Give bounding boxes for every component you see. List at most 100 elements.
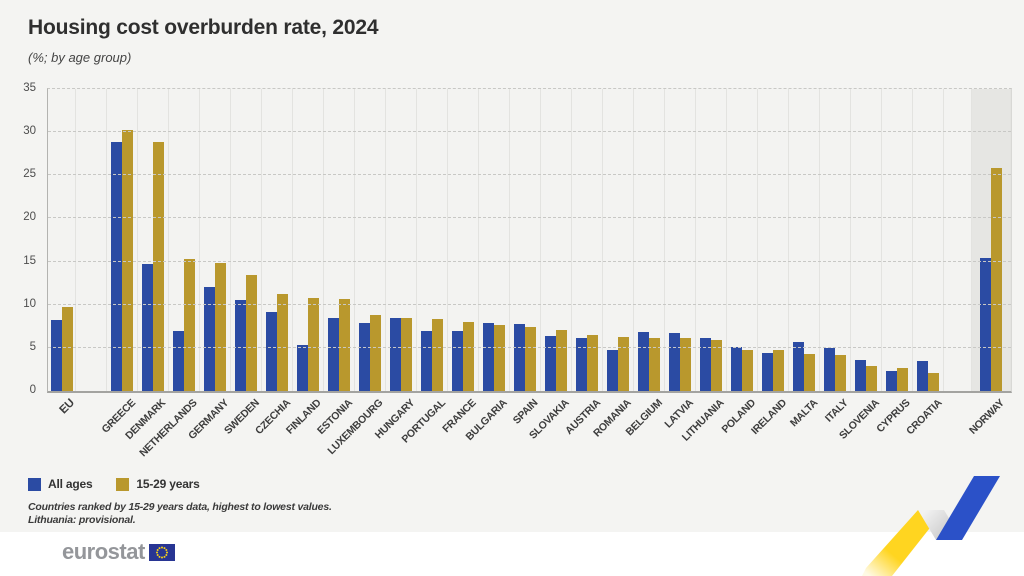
bar-pair-poland (731, 89, 754, 391)
bar-youth-poland (742, 349, 754, 391)
bar-all-ages-latvia (669, 333, 681, 391)
legend-label-all-ages: All ages (48, 477, 93, 491)
bar-pair-portugal (421, 89, 444, 391)
bar-pair-czechia (266, 89, 289, 391)
eurostat-logo: eurostat (62, 539, 175, 565)
bar-youth-eu (61, 307, 73, 391)
chart-subtitle: (%; by age group) (28, 50, 132, 65)
bar-pair-hungary (390, 89, 413, 391)
country-slot-finland: FINLAND (284, 89, 325, 437)
bar-all-ages-portugal (421, 331, 433, 391)
bar-pair-slovenia (855, 89, 878, 391)
bar-pair-luxembourg (359, 89, 382, 391)
chart-title: Housing cost overburden rate, 2024 (28, 16, 379, 39)
bar-all-ages-germany (204, 287, 216, 391)
country-slot-spain: SPAIN (510, 89, 542, 427)
footnote-provisional: Lithuania: provisional. (28, 514, 136, 526)
ribbon-blue-band (936, 476, 1000, 540)
legend-swatch-youth (116, 477, 130, 491)
country-slot-estonia: ESTONIA (315, 89, 356, 437)
bar-all-ages-belgium (638, 332, 650, 391)
bar-all-ages-poland (731, 347, 743, 391)
bar-pair-norway (980, 89, 1003, 391)
legend: All ages 15-29 years (28, 477, 200, 491)
bar-pair-bulgaria (483, 89, 506, 391)
y-tick-label: 0 (29, 384, 36, 396)
bar-all-ages-hungary (390, 317, 402, 391)
country-slot-germany: GERMANY (186, 89, 232, 442)
x-tick-label-norway: NORWAY (966, 397, 1007, 437)
legend-item-all-ages: All ages (28, 477, 93, 491)
bar-youth-romania (618, 336, 630, 391)
bar-pair-spain (514, 89, 537, 391)
bar-all-ages-ireland (762, 353, 774, 391)
bar-all-ages-croatia (917, 360, 929, 391)
bar-all-ages-slovenia (855, 359, 867, 391)
bar-youth-lithuania (711, 340, 723, 391)
y-tick-label: 15 (23, 254, 36, 267)
country-slot-italy: ITALY (820, 89, 852, 425)
bar-all-ages-bulgaria (483, 322, 495, 391)
bar-youth-sweden (246, 274, 258, 391)
country-slot-greece: GREECE (99, 89, 139, 436)
country-slot-portugal: PORTUGAL (399, 89, 449, 445)
bar-all-ages-france (452, 330, 464, 391)
country-slot-slovenia: SLOVENIA (837, 89, 883, 442)
bar-youth-ireland (773, 350, 785, 391)
y-tick-label: 35 (23, 82, 36, 94)
eurostat-logo-text: eurostat (62, 539, 145, 564)
x-tick-label-malta: MALTA (787, 397, 820, 430)
bar-pair-greece (111, 89, 134, 391)
bar-pair-malta (793, 89, 816, 391)
bar-youth-greece (122, 130, 134, 391)
bar-pair-latvia (669, 89, 692, 391)
bar-all-ages-sweden (235, 299, 247, 391)
bar-pair-sweden (235, 89, 258, 391)
country-slot-lithuania: LITHUANIA (680, 89, 728, 444)
bar-youth-czechia (277, 293, 289, 391)
country-slot-poland: POLAND (719, 89, 759, 436)
bar-all-ages-eu (50, 320, 62, 391)
bar-youth-hungary (401, 317, 413, 391)
bar-youth-belgium (649, 337, 661, 391)
bar-pair-romania (607, 89, 630, 391)
bar-pair-netherlands (173, 89, 196, 391)
y-tick-label: 30 (23, 125, 36, 138)
x-tick-label-italy: ITALY (823, 397, 851, 425)
bar-pair-italy (824, 89, 847, 391)
bar-all-ages-finland (297, 345, 309, 391)
y-tick-label: 20 (23, 211, 36, 224)
bar-all-ages-greece (111, 141, 123, 391)
country-slot-malta: MALTA (788, 89, 821, 429)
country-slot-norway: NORWAY (967, 89, 1011, 437)
spacer-slot (944, 89, 973, 391)
country-slot-cyprus: CYPRUS (875, 89, 914, 435)
bar-pair-germany (204, 89, 227, 391)
country-slot-sweden: SWEDEN (222, 89, 263, 437)
country-slot-eu: EU (48, 89, 77, 416)
country-slot-bulgaria: BULGARIA (464, 89, 511, 443)
bar-pair-croatia (917, 89, 940, 391)
legend-item-youth: 15-29 years (116, 477, 200, 491)
bar-all-ages-estonia (328, 317, 340, 391)
bar-pair-belgium (638, 89, 661, 391)
bar-youth-cyprus (897, 367, 909, 391)
bar-pair-austria (576, 89, 599, 391)
bar-youth-spain (525, 327, 537, 391)
bar-pair-eu (50, 89, 73, 391)
country-slot-ireland: IRELAND (749, 89, 790, 437)
country-slot-luxembourg: LUXEMBOURG (326, 89, 387, 457)
ribbon-yellow-band (862, 510, 944, 576)
bar-pair-lithuania (700, 89, 723, 391)
bar-youth-bulgaria (494, 324, 506, 391)
spacer-slot (76, 89, 108, 391)
bar-youth-finland (308, 297, 320, 391)
y-axis: 0 5 10 15 20 25 30 35 (0, 82, 40, 396)
legend-label-youth: 15-29 years (136, 477, 200, 491)
bar-youth-france (463, 321, 475, 391)
bar-youth-latvia (680, 337, 692, 391)
country-slot-belgium: BELGIUM (624, 89, 666, 438)
country-slot-slovakia: SLOVAKIA (527, 89, 573, 442)
footnote-ranking: Countries ranked by 15-29 years data, hi… (28, 501, 332, 513)
bar-all-ages-denmark (142, 264, 154, 391)
